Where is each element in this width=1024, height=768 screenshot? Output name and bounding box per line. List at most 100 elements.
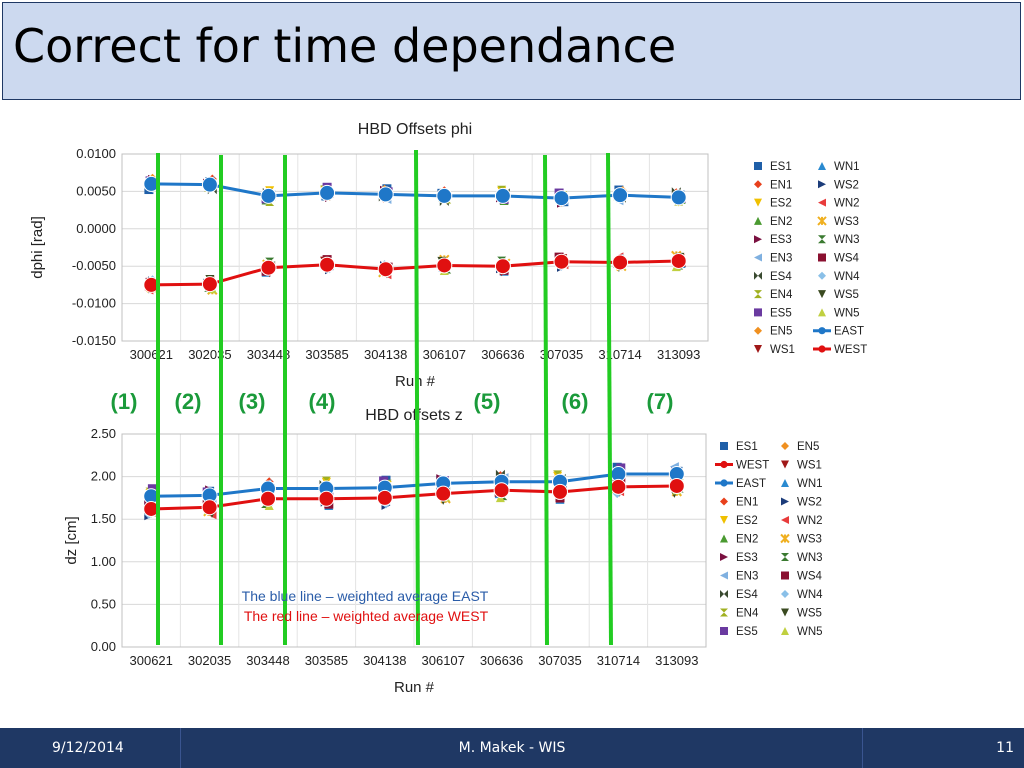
legend-label-ws2: WS2 — [834, 179, 859, 191]
x-tick-label: 300621 — [130, 347, 173, 362]
legend-label-en3: EN3 — [736, 571, 758, 583]
legend-label-west: WEST — [834, 344, 867, 356]
legend-marker-ws3 — [817, 216, 827, 226]
legend-label-en2: EN2 — [736, 534, 758, 546]
legend-label-en5: EN5 — [770, 326, 792, 338]
legend-label-west: WEST — [736, 460, 769, 472]
legend-label-ws5: WS5 — [797, 608, 822, 620]
x-tick-label: 303585 — [305, 653, 348, 668]
x-tick-label: 313093 — [655, 653, 698, 668]
legend-label-es4: ES4 — [736, 589, 758, 601]
legend-label-east: EAST — [736, 478, 766, 490]
legend-label-wn2: WN2 — [797, 515, 823, 527]
x-tick-label: 306107 — [423, 347, 466, 362]
series-point-west — [435, 485, 452, 502]
legend-label-ws1: WS1 — [797, 460, 822, 472]
z-chart: HBD offsets z 2.50 2.00 1.50 1.00 0.50 0.00 300… — [63, 407, 823, 696]
legend-label-es3: ES3 — [770, 234, 792, 246]
x-tick-label: 306107 — [422, 653, 465, 668]
x-tick-label: 304138 — [364, 347, 407, 362]
legend-marker-east — [813, 327, 831, 335]
series-point-west — [670, 252, 687, 269]
legend: ES1 WN1 EN1 WS2 ES2 WN2 EN2 WS3 ES3 WN3 EN3 WS4 ES4 W… — [754, 161, 867, 356]
legend-label-es4: ES4 — [770, 271, 792, 283]
sector-point-es4 — [495, 469, 505, 479]
legend-marker-ws1 — [781, 460, 789, 469]
legend-marker-en2 — [720, 534, 728, 543]
series-point-west — [436, 257, 453, 274]
x-tick-label: 302035 — [188, 653, 231, 668]
legend-marker-es4 — [754, 271, 762, 280]
legend-marker-west-dot — [818, 345, 826, 353]
legend-marker-en5 — [781, 442, 789, 450]
legend-label-ws4: WS4 — [834, 253, 860, 265]
legend-marker-en3 — [720, 571, 728, 580]
z-chart-panel: HBD offsets z 2.50 2.00 1.50 1.00 0.50 0.00 300… — [58, 404, 834, 720]
series-point-west — [668, 477, 685, 494]
series-point-west — [610, 478, 627, 495]
y-tick-label: 0.0100 — [76, 146, 116, 161]
legend-marker-en1 — [720, 497, 728, 506]
phi-chart: HBD Offsets phi 0.0100 0.0050 0.0000 -0.0050… — [29, 121, 867, 390]
footer-author: M. Makek - WIS — [458, 740, 566, 756]
series-point-west — [377, 261, 394, 278]
legend-marker-wn2 — [781, 516, 789, 524]
legend-marker-wn4 — [818, 271, 826, 280]
legend-marker-ws2 — [781, 497, 789, 506]
legend-label-es5: ES5 — [770, 307, 792, 319]
y-tick-label: 2.50 — [91, 426, 116, 441]
y-tick-label: 0.0000 — [76, 221, 116, 236]
footer-divider — [862, 728, 863, 768]
legend-marker-wn4 — [781, 590, 789, 598]
legend-label-ws3: WS3 — [834, 216, 859, 228]
series-point-west — [260, 490, 276, 507]
series-point-west — [260, 259, 277, 276]
legend-label-ws1: WS1 — [770, 344, 795, 356]
legend-marker-es2 — [720, 516, 728, 524]
legend-label-en4: EN4 — [736, 608, 759, 620]
legend-label-en3: EN3 — [770, 253, 792, 265]
slide-title: Correct for time dependance — [13, 19, 677, 73]
legend-marker-wn3 — [781, 553, 789, 561]
series-point-west — [376, 489, 393, 506]
series-point-east — [377, 186, 394, 203]
legend-label-east: EAST — [834, 326, 864, 338]
legend-marker-es1 — [720, 442, 728, 450]
legend-marker-east-dot — [720, 479, 728, 487]
series-point-west — [319, 256, 336, 273]
x-axis-label: Run # — [395, 373, 436, 390]
x-tick-label: 306636 — [480, 653, 523, 668]
series-point-east — [553, 190, 570, 207]
legend-label-wn1: WN1 — [834, 161, 860, 173]
x-tick-label: 300621 — [130, 653, 173, 668]
x-tick-label: 303448 — [246, 653, 289, 668]
legend-label-es2: ES2 — [736, 515, 758, 527]
legend-label-ws5: WS5 — [834, 289, 859, 301]
plot-area — [121, 433, 707, 648]
chart-title: HBD Offsets phi — [358, 121, 472, 138]
y-tick-label: 0.00 — [91, 639, 116, 654]
series-point-west — [552, 483, 568, 500]
series-point-west — [494, 258, 511, 275]
legend-marker-en5 — [754, 326, 762, 335]
y-tick-label: 1.50 — [91, 511, 116, 526]
legend-marker-wn2 — [818, 198, 826, 207]
series-line-west — [151, 484, 677, 511]
series-line-east — [151, 472, 677, 498]
x-tick-label: 303585 — [305, 347, 348, 362]
legend-marker-es4 — [720, 590, 728, 598]
legend-marker-ws5 — [818, 290, 826, 299]
series-point-west — [143, 276, 160, 293]
legend-label-ws4: WS4 — [797, 571, 823, 583]
series-point-west — [612, 254, 629, 271]
legend-marker-en4 — [720, 608, 728, 617]
legend-marker-es3 — [720, 553, 728, 561]
legend-label-wn4: WN4 — [797, 589, 823, 601]
legend-marker-ws2 — [818, 180, 826, 189]
x-tick-label: 306636 — [481, 347, 524, 362]
series-point-east — [436, 187, 453, 204]
legend-marker-es1 — [754, 162, 762, 170]
x-tick-label: 310714 — [597, 653, 640, 668]
y-axis-label: dz [cm] — [63, 516, 80, 564]
series-point-west — [201, 276, 218, 293]
